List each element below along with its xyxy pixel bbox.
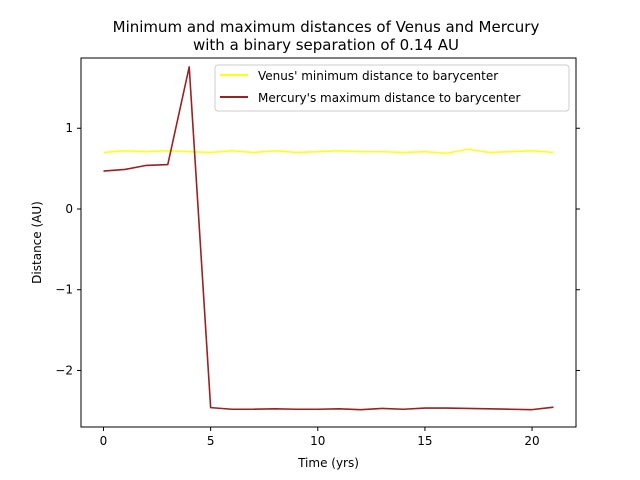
legend-label-venus: Venus' minimum distance to barycenter xyxy=(258,69,498,83)
y-tick-label: −2 xyxy=(55,363,73,377)
y-axis-ticks: −2 −1 0 1 xyxy=(55,121,580,377)
y-axis-label: Distance (AU) xyxy=(30,201,44,284)
x-tick-label: 0 xyxy=(100,434,108,448)
legend: Venus' minimum distance to barycenter Me… xyxy=(214,64,570,112)
y-tick-label: 0 xyxy=(65,202,73,216)
x-axis-label: Time (yrs) xyxy=(297,456,359,470)
x-tick-label: 15 xyxy=(417,434,432,448)
x-tick-label: 5 xyxy=(207,434,215,448)
legend-box xyxy=(214,64,570,112)
chart-title-line-1: Minimum and maximum distances of Venus a… xyxy=(113,18,540,36)
y-tick-label: 1 xyxy=(65,121,73,135)
axes-frame xyxy=(80,57,577,428)
series-line-0 xyxy=(103,148,554,155)
x-tick-label: 20 xyxy=(524,434,539,448)
series-line-1 xyxy=(103,66,554,411)
series-layer xyxy=(103,66,554,411)
plot-area xyxy=(103,66,554,411)
legend-label-mercury: Mercury's maximum distance to barycenter xyxy=(258,91,520,105)
chart-title-line-2: with a binary separation of 0.14 AU xyxy=(193,36,459,54)
x-axis-ticks: 0 5 10 15 20 xyxy=(100,427,540,448)
y-tick-label: −1 xyxy=(55,283,73,297)
x-tick-label: 10 xyxy=(310,434,325,448)
